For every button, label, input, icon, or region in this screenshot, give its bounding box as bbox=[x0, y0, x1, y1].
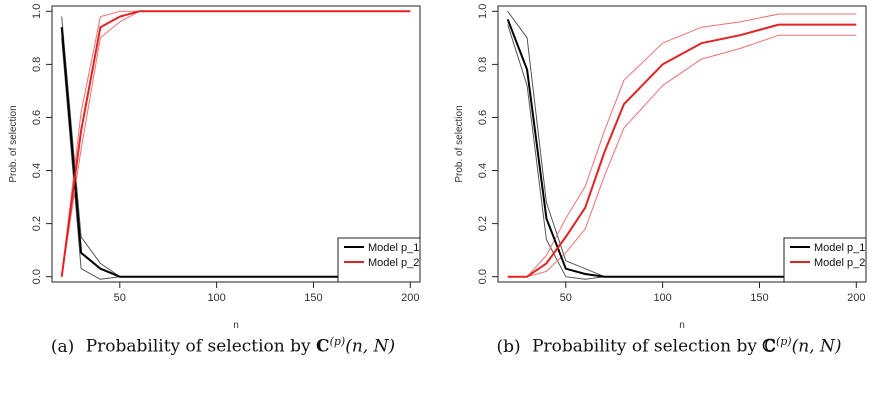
caption-b-args: (n, N) bbox=[791, 336, 842, 357]
caption-b: (b) Probability of selection by ℂ(p)(n, … bbox=[446, 335, 892, 357]
legend-label-a-1: Model p_2 bbox=[368, 257, 419, 269]
y-tick-label-b-5: 1.0 bbox=[477, 4, 489, 19]
x-axis-title-b: n bbox=[679, 320, 685, 330]
y-tick-label-a-5: 1.0 bbox=[31, 4, 43, 19]
series-line-a-3 bbox=[60, 10, 411, 277]
y-tick-label-a-4: 0.8 bbox=[31, 57, 43, 72]
caption-b-text: Probability of selection by bbox=[532, 336, 758, 357]
y-tick-label-b-0: 0.0 bbox=[477, 269, 489, 284]
caption-b-symbol: ℂ bbox=[762, 336, 776, 357]
legend-label-a-0: Model p_1 bbox=[368, 242, 419, 254]
legend-label-b-0: Model p_1 bbox=[814, 242, 865, 254]
y-tick-label-a-0: 0.0 bbox=[31, 269, 43, 284]
y-tick-label-b-4: 0.8 bbox=[477, 57, 489, 72]
x-tick-label-b-2: 150 bbox=[750, 292, 768, 304]
series-line-b-4 bbox=[507, 13, 857, 278]
x-axis-title-a: n bbox=[233, 320, 239, 330]
y-tick-label-a-1: 0.2 bbox=[31, 216, 43, 231]
series-line-a-4 bbox=[61, 10, 411, 277]
legend-box-a bbox=[337, 237, 421, 283]
caption-a-args: (n, N) bbox=[345, 336, 396, 357]
legend-label-b-1: Model p_2 bbox=[814, 257, 865, 269]
series-line-b-1 bbox=[507, 11, 857, 278]
caption-a-symbol: C bbox=[316, 336, 330, 357]
y-axis-title-a: Prob. of selection bbox=[8, 105, 19, 182]
series-line-b-5 bbox=[507, 34, 857, 278]
plot-frame-b bbox=[497, 5, 867, 283]
caption-b-superscript: (p) bbox=[775, 335, 792, 348]
line-chart-a: 50 100 150 200 0.0 0.2 0.4 0.6 0.8 1.0 n Prob. of s… bbox=[8, 4, 421, 330]
caption-b-tag: (b) bbox=[496, 336, 521, 357]
y-tick-label-b-2: 0.4 bbox=[477, 163, 489, 178]
series-line-b-3 bbox=[507, 23, 857, 278]
line-chart-b: 50 100 150 200 0.0 0.2 0.4 0.6 0.8 1.0 n Prob. of s… bbox=[454, 4, 867, 330]
y-axis-title-b: Prob. of selection bbox=[454, 105, 465, 182]
x-tick-label-a-0: 50 bbox=[114, 292, 126, 304]
x-tick-label-a-3: 200 bbox=[401, 292, 419, 304]
y-tick-label-b-3: 0.6 bbox=[477, 110, 489, 125]
x-tick-label-b-3: 200 bbox=[847, 292, 865, 304]
y-tick-label-a-2: 0.4 bbox=[31, 163, 43, 178]
chart-panel-b: 50 100 150 200 0.0 0.2 0.4 0.6 0.8 1.0 n Prob. of s… bbox=[446, 0, 892, 393]
y-tick-label-b-1: 0.2 bbox=[477, 216, 489, 231]
series-line-a-0 bbox=[60, 27, 411, 278]
chart-panel-a: 50 100 150 200 0.0 0.2 0.4 0.6 0.8 1.0 n Prob. of s… bbox=[0, 4, 446, 357]
caption-a-superscript: (p) bbox=[329, 335, 346, 348]
x-tick-label-b-1: 100 bbox=[653, 292, 671, 304]
caption-a: (a) Probability of selection by C(p)(n, … bbox=[0, 335, 446, 357]
legend-box-b bbox=[783, 237, 867, 283]
y-tick-label-a-3: 0.6 bbox=[31, 110, 43, 125]
series-line-b-0 bbox=[506, 18, 857, 278]
series-line-a-5 bbox=[61, 10, 411, 277]
x-tick-label-b-0: 50 bbox=[560, 292, 572, 304]
caption-a-text: Probability of selection by bbox=[85, 336, 311, 357]
x-tick-label-a-2: 150 bbox=[304, 292, 322, 304]
x-tick-label-a-1: 100 bbox=[207, 292, 225, 304]
caption-a-tag: (a) bbox=[50, 336, 75, 357]
plot-frame-a bbox=[51, 5, 421, 283]
